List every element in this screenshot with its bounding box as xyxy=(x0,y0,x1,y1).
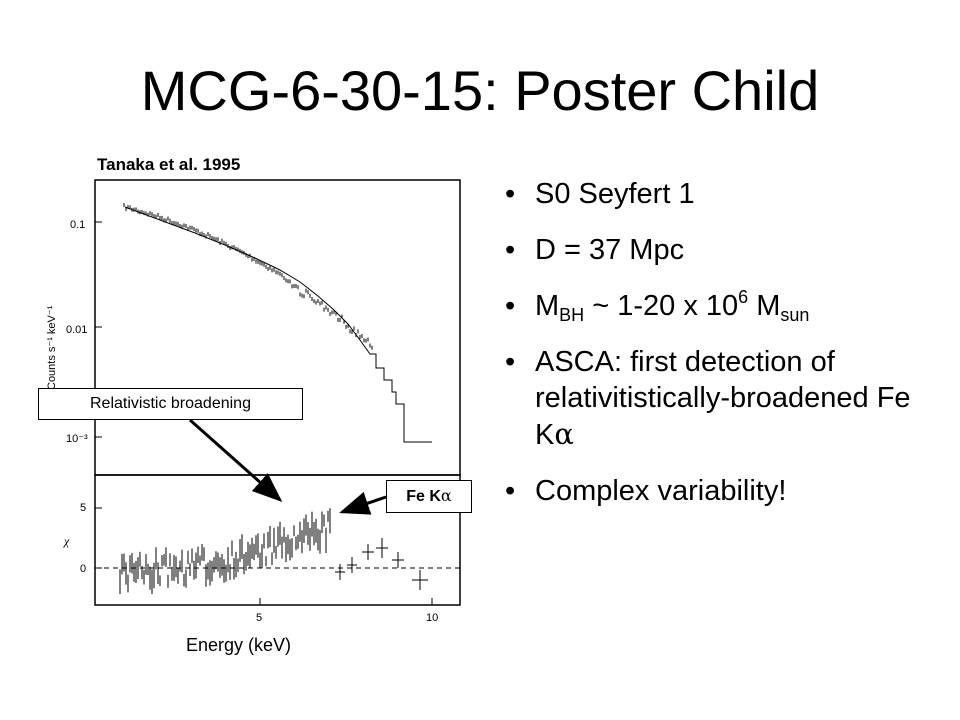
model-curve xyxy=(124,206,432,443)
bullet-black-hole-mass: • MBH ~ 1-20 x 106 Msun xyxy=(505,288,945,324)
mass-m: M xyxy=(535,290,560,322)
bullet-asca-detection: • ASCA: first detection of relativitistic… xyxy=(505,344,945,453)
fe-k-arrow xyxy=(339,491,387,515)
subscript-bh: BH xyxy=(559,305,585,325)
mass-m-sun: M xyxy=(748,290,781,322)
mass-range: ~ 1-20 x 10 xyxy=(584,290,739,322)
alpha-symbol: α xyxy=(554,417,574,451)
fe-k-alpha-callout: Fe Kα xyxy=(386,480,472,513)
alpha-symbol: α xyxy=(440,486,452,505)
bullet-distance: • D = 37 Mpc xyxy=(505,232,945,268)
bullet-text: S0 Seyfert 1 xyxy=(535,178,695,210)
residual-data-points xyxy=(119,508,428,595)
bullet-marker: • xyxy=(505,290,516,322)
bullet-marker: • xyxy=(505,234,516,266)
subscript-sun: sun xyxy=(780,305,810,325)
bullet-marker: • xyxy=(505,178,516,210)
bottom-ytick-0: 0 xyxy=(80,563,86,575)
bullet-seyfert: • S0 Seyfert 1 xyxy=(505,176,945,212)
fe-k-prefix: Fe K xyxy=(406,488,441,505)
bottom-ylabel: χ xyxy=(63,534,70,548)
asca-text: ASCA: first detection of relativitistica… xyxy=(535,346,911,451)
top-ytick-3: 10⁻³ xyxy=(66,433,88,445)
superscript-exponent: 6 xyxy=(738,287,749,307)
relativistic-arrow xyxy=(189,418,283,502)
top-panel-frame xyxy=(94,179,461,476)
bottom-ytick-5: 5 xyxy=(80,502,86,514)
x-axis-label: Energy (keV) xyxy=(186,635,292,655)
bullet-text: Complex variability! xyxy=(535,475,787,507)
bullet-variability: • Complex variability! xyxy=(505,473,945,509)
bullet-marker: • xyxy=(505,475,516,507)
xtick-10: 10 xyxy=(426,612,438,624)
slide-title: MCG-6-30-15: Poster Child xyxy=(140,59,820,122)
bullet-marker: • xyxy=(505,346,516,378)
bullet-text: D = 37 Mpc xyxy=(535,234,685,266)
bullet-list: • S0 Seyfert 1 • D = 37 Mpc • MBH ~ 1-20 x … xyxy=(505,176,945,529)
relativistic-broadening-callout: Relativistic broadening xyxy=(38,388,303,420)
top-ytick-2: 0.01 xyxy=(66,324,87,336)
spectrum-data-points xyxy=(123,203,373,350)
top-ylabel: Counts s⁻¹ keV⁻¹ xyxy=(46,305,58,390)
figure-credit: Tanaka et al. 1995 xyxy=(97,155,241,174)
top-ytick-1: 0.1 xyxy=(70,219,85,231)
xtick-5: 5 xyxy=(256,612,262,624)
